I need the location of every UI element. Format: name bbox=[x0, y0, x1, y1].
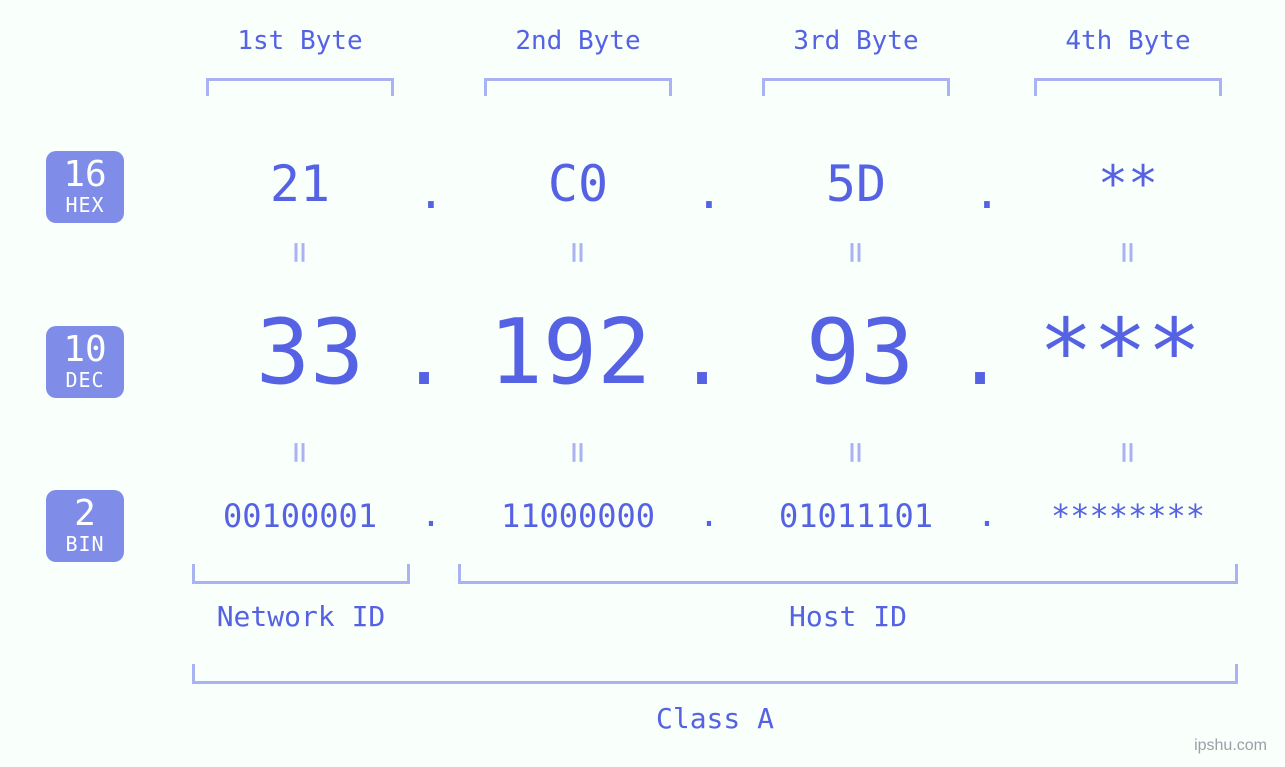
badge-bin-txt: BIN bbox=[46, 534, 124, 554]
dec-sep-2: . bbox=[678, 310, 718, 403]
watermark: ipshu.com bbox=[1194, 737, 1267, 755]
dec-sep-1: . bbox=[400, 310, 440, 403]
eq-dec-bin-1: = bbox=[280, 433, 321, 473]
eq-hex-dec-2: = bbox=[558, 233, 599, 273]
bin-byte-2: 11000000 bbox=[468, 497, 688, 535]
badge-hex-txt: HEX bbox=[46, 195, 124, 215]
label-host-id: Host ID bbox=[458, 600, 1238, 633]
badge-bin-num: 2 bbox=[46, 496, 124, 532]
eq-hex-dec-3: = bbox=[836, 233, 877, 273]
bin-byte-4: ******** bbox=[1018, 497, 1238, 535]
badge-hex-num: 16 bbox=[46, 157, 124, 193]
hex-byte-2: C0 bbox=[528, 155, 628, 213]
badge-dec-txt: DEC bbox=[46, 370, 124, 390]
byte-bracket-2 bbox=[484, 78, 672, 96]
bin-sep-3: . bbox=[972, 495, 1002, 535]
dec-byte-3: 93 bbox=[760, 300, 960, 405]
bin-sep-2: . bbox=[694, 495, 724, 535]
badge-dec: 10 DEC bbox=[46, 326, 124, 398]
bracket-host-id bbox=[458, 564, 1238, 584]
byte-header-3: 3rd Byte bbox=[756, 26, 956, 56]
badge-dec-num: 10 bbox=[46, 332, 124, 368]
hex-byte-1: 21 bbox=[250, 155, 350, 213]
hex-byte-4: ** bbox=[1078, 155, 1178, 213]
ip-breakdown-diagram: 1st Byte 2nd Byte 3rd Byte 4th Byte 16 H… bbox=[0, 0, 1285, 767]
hex-byte-3: 5D bbox=[806, 155, 906, 213]
bin-byte-3: 01011101 bbox=[746, 497, 966, 535]
eq-hex-dec-1: = bbox=[280, 233, 321, 273]
byte-bracket-1 bbox=[206, 78, 394, 96]
badge-hex: 16 HEX bbox=[46, 151, 124, 223]
bracket-class bbox=[192, 664, 1238, 684]
bracket-network-id bbox=[192, 564, 410, 584]
eq-dec-bin-2: = bbox=[558, 433, 599, 473]
byte-header-1: 1st Byte bbox=[200, 26, 400, 56]
byte-header-2: 2nd Byte bbox=[478, 26, 678, 56]
byte-bracket-4 bbox=[1034, 78, 1222, 96]
hex-sep-2: . bbox=[694, 165, 724, 219]
dec-byte-4: *** bbox=[1020, 300, 1220, 405]
eq-dec-bin-3: = bbox=[836, 433, 877, 473]
byte-header-4: 4th Byte bbox=[1028, 26, 1228, 56]
dec-sep-3: . bbox=[956, 310, 996, 403]
label-class: Class A bbox=[192, 702, 1238, 735]
dec-byte-2: 192 bbox=[470, 300, 670, 405]
dec-byte-1: 33 bbox=[210, 300, 410, 405]
bin-sep-1: . bbox=[416, 495, 446, 535]
label-network-id: Network ID bbox=[192, 600, 410, 633]
eq-dec-bin-4: = bbox=[1108, 433, 1149, 473]
hex-sep-1: . bbox=[416, 165, 446, 219]
eq-hex-dec-4: = bbox=[1108, 233, 1149, 273]
bin-byte-1: 00100001 bbox=[190, 497, 410, 535]
byte-bracket-3 bbox=[762, 78, 950, 96]
badge-bin: 2 BIN bbox=[46, 490, 124, 562]
hex-sep-3: . bbox=[972, 165, 1002, 219]
